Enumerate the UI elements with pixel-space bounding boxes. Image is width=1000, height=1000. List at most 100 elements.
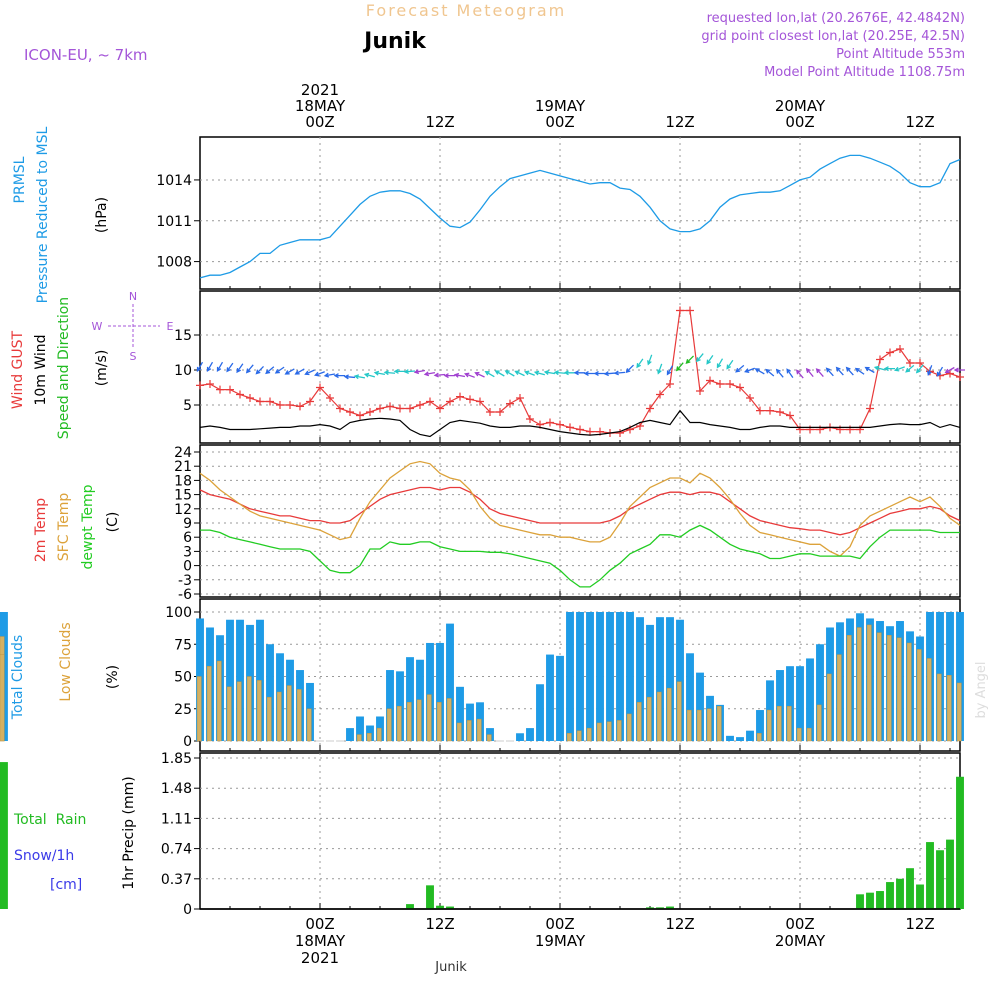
wind-direction-arrow (363, 372, 375, 378)
low-cloud-bar (246, 676, 252, 742)
low-cloud-bar (836, 654, 842, 742)
low-cloud-bar (956, 682, 962, 742)
wind-direction-arrow (333, 373, 345, 379)
wind-direction-arrow (735, 364, 745, 373)
precip-unit: 1hr Precip (mm) (121, 776, 137, 889)
model-altitude: Model Point Altitude 1108.75m (764, 65, 965, 80)
clouds-ytick-label: 25 (174, 702, 192, 718)
wind-direction-arrow (825, 367, 834, 377)
t2m-line (199, 486, 961, 536)
low-cloud-bar (576, 730, 582, 742)
low-cloud-bar (646, 696, 652, 742)
pressure-label-2: Pressure Reduced to MSL (35, 126, 51, 303)
cloud-axis-label: Total Clouds Low Clouds (%) (10, 622, 121, 720)
gust-marker (226, 385, 234, 394)
gust-marker (626, 425, 634, 434)
low-cloud-bar (206, 665, 212, 742)
gust-marker (396, 404, 404, 413)
wind-direction-arrow (805, 367, 814, 378)
precip-frame (199, 752, 961, 910)
low-cloud-bar (906, 642, 912, 742)
bottom-time-label: 2021 (301, 949, 339, 967)
low-cloud-bar (756, 733, 762, 742)
gust-marker (736, 383, 744, 392)
low-cloud-bar (886, 635, 892, 742)
wind-direction-arrow (864, 366, 875, 374)
gust-marker (496, 408, 504, 416)
precip-panel: 0 0.37 0.74 1.11 1.48 1.85 (0, 751, 964, 918)
rain-bar (906, 868, 914, 909)
low-cloud-bar (786, 705, 792, 742)
gust-marker (386, 402, 394, 411)
gust-marker (706, 376, 714, 385)
wind-direction-arrow (716, 358, 724, 369)
temperature-ytick-label: 3 (183, 544, 192, 560)
pressure-frame (199, 136, 961, 290)
wind-direction-arrow (927, 365, 933, 376)
wind-direction-arrow (474, 371, 485, 378)
gust-marker (846, 425, 854, 434)
gust-marker (916, 359, 924, 367)
total-cloud-bar (656, 617, 664, 741)
total-clouds-label: Total Clouds (10, 635, 26, 720)
wind-direction-arrow (854, 367, 865, 375)
total-cloud-bar (346, 728, 354, 741)
wind-direction-arrow (553, 370, 566, 376)
gust-marker (416, 401, 424, 409)
total-cloud-bar (556, 655, 564, 741)
low-cloud-bar (196, 676, 202, 742)
total-cloud-bar (426, 642, 434, 741)
wind-direction-arrow (685, 355, 694, 364)
gust-marker (366, 408, 374, 416)
bottom-time-label: 12Z (905, 915, 934, 933)
wind-direction-arrow (464, 372, 475, 378)
bottom-time-label: 12Z (425, 915, 454, 933)
wind10m-label: 10m Wind (33, 334, 49, 405)
pressure-panel: 1008 1011 1014 (156, 136, 961, 290)
total-cloud-bar (566, 612, 574, 741)
t2m-label: 2m Temp (33, 498, 49, 562)
wind-direction-arrow (706, 355, 714, 365)
low-cloud-bar (796, 727, 802, 742)
gust-marker (906, 359, 914, 367)
temperature-ytick-label: 6 (183, 530, 192, 546)
gust-marker (316, 383, 324, 392)
pressure-axis-label: PRMSL Pressure Reduced to MSL (hPa) (12, 126, 110, 303)
total-cloud-bar (536, 684, 544, 741)
gust-marker (436, 404, 444, 413)
wind-unit: (m/s) (94, 350, 110, 387)
gust-marker (256, 397, 264, 406)
low-cloud-bar (466, 720, 472, 742)
precip-axis-label: Total Rain Snow/1h [cm] 1hr Precip (mm) (13, 776, 137, 893)
sfc-label: SFC Temp (56, 493, 72, 562)
wind-direction-arrow (514, 370, 525, 377)
temperature-ytick-label: 0 (183, 559, 192, 575)
wind-ytick-label: 15 (174, 328, 192, 344)
top-time-label: 00Z (785, 113, 814, 131)
total-cloud-bar (616, 612, 624, 741)
bottom-time-label: 00Z (305, 915, 334, 933)
low-cloud-bar (666, 687, 672, 742)
pressure-ytick-label: 1014 (156, 173, 192, 189)
chart-title: Forecast Meteogram (366, 1, 566, 20)
low-cloud-bar (256, 680, 262, 742)
wind-direction-arrow (657, 363, 663, 375)
bottom-time-label: 00Z (785, 915, 814, 933)
rain-bar (666, 906, 674, 909)
total-cloud-bar (446, 623, 454, 741)
precip-ytick-label: 1.48 (161, 781, 192, 797)
clouds-panel: 0 25 50 75 100 (0, 598, 964, 752)
low-cloud-bar (396, 705, 402, 742)
temperature-ytick-label: 15 (174, 488, 192, 504)
bottom-time-label: 00Z (545, 915, 574, 933)
gust-marker (616, 429, 624, 437)
precip-ytick-label: 0.74 (161, 842, 192, 858)
gust-marker (546, 418, 554, 427)
low-cloud-bar (916, 649, 922, 742)
point-altitude: Point Altitude 553m (836, 47, 965, 62)
total-cloud-bar (636, 617, 644, 741)
total-cloud-bar (686, 653, 694, 741)
